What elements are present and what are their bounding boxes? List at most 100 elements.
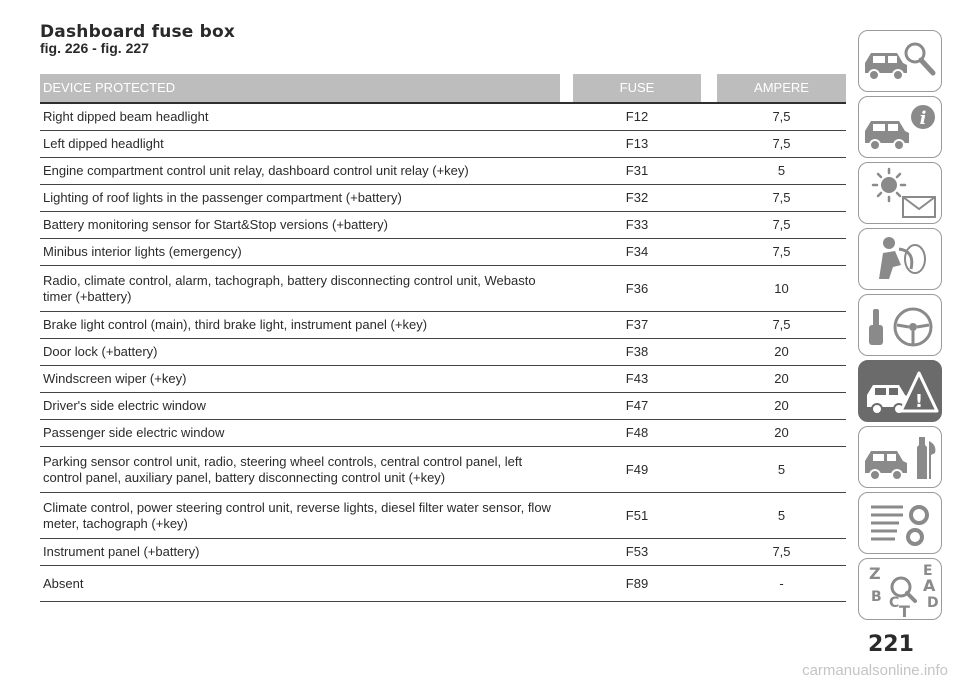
table-row: Brake light control (main), third brake … [40,312,846,339]
cell-fuse: F51 [625,507,649,523]
cell-ampere: 20 [774,371,789,386]
cell-ampere: 20 [774,398,789,413]
cell-fuse: F49 [625,461,649,477]
cell-ampere: 5 [777,507,786,523]
cell-fuse: F43 [625,371,649,386]
table-row: Parking sensor control unit, radio, stee… [40,447,846,493]
airbag-safety-icon [879,237,926,279]
svg-text:Z: Z [869,564,881,583]
cell-ampere: 7,5 [772,317,791,332]
svg-text:i: i [920,108,927,129]
page-number: 221 [868,632,914,657]
svg-text:C: C [889,595,899,611]
cell-fuse: F53 [625,544,649,559]
cell-device: Climate control, power steering control … [43,499,551,531]
cell-device: Lighting of roof lights in the passenger… [43,190,402,205]
cell-device: Door lock (+battery) [43,344,158,359]
index-icon: Z E A B D C T [869,563,939,620]
tab-starting-driving[interactable] [858,294,942,356]
svg-text:T: T [899,602,910,620]
svg-text:D: D [927,595,939,611]
table-row: Left dipped headlight F13 7,5 [40,131,846,158]
cell-device: Engine compartment control unit relay, d… [43,163,469,178]
tab-maintenance[interactable] [858,426,942,488]
table-row: Right dipped beam headlight F12 7,5 [40,104,846,131]
technical-data-icon [871,505,929,546]
cell-device: Absent [43,575,84,591]
cell-fuse: F37 [625,317,649,332]
cell-device: Radio, climate control, alarm, tachograp… [43,272,536,304]
cell-ampere: 5 [777,163,786,178]
cell-fuse: F38 [625,344,649,359]
cell-device: Passenger side electric window [43,425,225,440]
table-row: Radio, climate control, alarm, tachograp… [40,266,846,312]
starting-driving-icon [869,307,933,347]
cell-fuse: F47 [625,398,649,413]
cell-device: Instrument panel (+battery) [43,544,200,559]
table-row: Lighting of roof lights in the passenger… [40,185,846,212]
emergency-icon: ! [867,371,939,415]
table-row: Absent F89 - [40,566,846,602]
cell-ampere: 7,5 [772,136,791,151]
table-row: Minibus interior lights (emergency) F34 7,… [40,239,846,266]
cell-ampere: 7,5 [772,190,791,205]
tab-emergency[interactable]: ! [858,360,942,422]
cell-fuse: F34 [625,244,649,259]
watermark: carmanualsonline.info [802,662,948,679]
page-subtitle: fig. 226 - fig. 227 [40,40,149,56]
table-row: Door lock (+battery) F38 20 [40,339,846,366]
cell-ampere: 20 [774,344,789,359]
cell-device: Windscreen wiper (+key) [43,371,187,386]
tab-warning-lights[interactable] [858,162,942,224]
tab-car-search[interactable] [858,30,942,92]
car-search-icon [865,42,936,81]
cell-fuse: F33 [625,217,649,232]
page-title: Dashboard fuse box [40,22,236,42]
svg-text:B: B [871,589,882,605]
cell-ampere: 20 [774,425,789,440]
table-header: DEVICE PROTECTED FUSE AMPERE [40,74,846,104]
cell-device: Parking sensor control unit, radio, stee… [43,453,523,485]
cell-device: Brake light control (main), third brake … [43,317,428,332]
cell-ampere: 7,5 [772,244,791,259]
tab-safety[interactable] [858,228,942,290]
tab-technical-data[interactable] [858,492,942,554]
cell-fuse: F13 [625,136,649,151]
table-row: Windscreen wiper (+key) F43 20 [40,366,846,393]
header-ampere: AMPERE [717,74,846,102]
table-row: Instrument panel (+battery) F53 7,5 [40,539,846,566]
fuse-table: Right dipped beam headlight F12 7,5 Left d… [40,104,846,602]
svg-text:E: E [923,563,933,579]
svg-text:A: A [923,576,936,595]
header-fuse: FUSE [573,74,701,102]
table-row: Climate control, power steering control … [40,493,846,539]
cell-ampere: 10 [774,280,789,296]
table-row: Driver's side electric window F47 20 [40,393,846,420]
cell-device: Minibus interior lights (emergency) [43,244,242,259]
cell-fuse: F32 [625,190,649,205]
table-row: Battery monitoring sensor for Start&Stop… [40,212,846,239]
maintenance-icon [865,437,936,481]
cell-ampere: 7,5 [772,544,791,559]
cell-fuse: F36 [625,280,649,296]
warning-light-message-icon [871,167,936,218]
table-row: Passenger side electric window F48 20 [40,420,846,447]
tab-car-info[interactable]: i [858,96,942,158]
cell-ampere: 5 [777,461,786,477]
tab-index[interactable]: Z E A B D C T [858,558,942,620]
cell-ampere: - [779,575,784,591]
cell-device: Right dipped beam headlight [43,109,209,124]
cell-fuse: F48 [625,425,649,440]
cell-device: Battery monitoring sensor for Start&Stop… [43,217,389,232]
cell-fuse: F31 [625,163,649,178]
cell-ampere: 7,5 [772,109,791,124]
svg-text:!: ! [915,391,923,412]
car-info-icon: i [865,105,935,151]
cell-ampere: 7,5 [772,217,791,232]
header-divider [40,102,846,104]
cell-device: Left dipped headlight [43,136,164,151]
cell-fuse: F89 [625,575,649,591]
cell-fuse: F12 [625,109,649,124]
header-device-protected: DEVICE PROTECTED [40,74,560,102]
cell-device: Driver's side electric window [43,398,206,413]
